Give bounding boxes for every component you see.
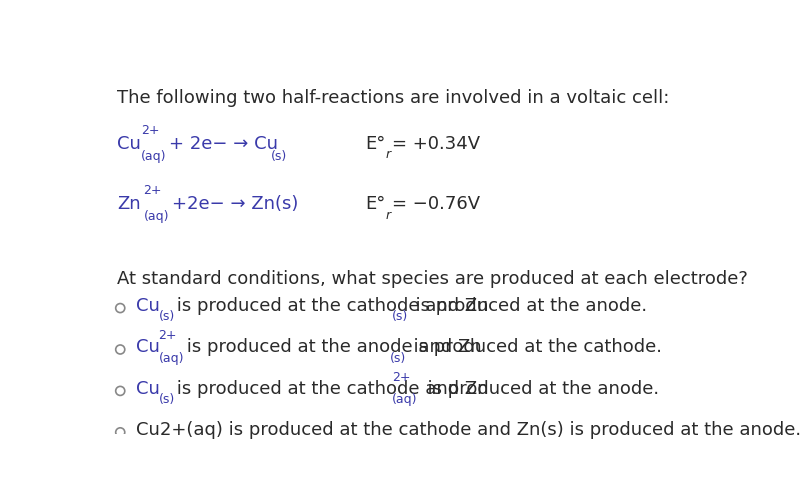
Text: 2+: 2+: [144, 184, 162, 197]
Text: (aq): (aq): [159, 351, 184, 364]
Text: +2e− → Zn(s): +2e− → Zn(s): [172, 195, 298, 213]
Text: is produced at the cathode and Zn: is produced at the cathode and Zn: [170, 296, 488, 314]
Text: is produced at the cathode.: is produced at the cathode.: [402, 338, 663, 356]
Text: Cu2+(aq) is produced at the cathode and Zn(s) is produced at the anode.: Cu2+(aq) is produced at the cathode and …: [136, 420, 801, 438]
Text: (aq): (aq): [144, 209, 169, 223]
Text: Cu: Cu: [136, 296, 160, 314]
Text: (s): (s): [390, 351, 406, 364]
Text: (aq): (aq): [392, 392, 417, 406]
Text: (s): (s): [271, 149, 287, 162]
Text: 2+: 2+: [392, 370, 410, 383]
Text: (aq): (aq): [141, 149, 166, 162]
Text: Cu: Cu: [136, 379, 160, 397]
Text: The following two half-reactions are involved in a voltaic cell:: The following two half-reactions are inv…: [117, 89, 669, 106]
Text: E°: E°: [365, 135, 386, 153]
Text: (s): (s): [159, 392, 175, 406]
Text: = −0.76V: = −0.76V: [393, 195, 480, 213]
Text: 2+: 2+: [159, 328, 177, 342]
Text: At standard conditions, what species are produced at each electrode?: At standard conditions, what species are…: [117, 269, 748, 287]
Text: + 2e− → Cu: + 2e− → Cu: [169, 135, 278, 153]
Text: is produced at the anode and Zn: is produced at the anode and Zn: [181, 338, 482, 356]
Text: is produced at the anode.: is produced at the anode.: [405, 296, 647, 314]
Text: Cu: Cu: [136, 338, 160, 356]
Text: (s): (s): [159, 310, 175, 323]
Text: Cu: Cu: [117, 135, 141, 153]
Text: r: r: [385, 208, 391, 221]
Text: is produced at the cathode and Zn: is produced at the cathode and Zn: [170, 379, 488, 397]
Text: is produced at the anode.: is produced at the anode.: [415, 379, 659, 397]
Text: E°: E°: [365, 195, 386, 213]
Text: (s): (s): [392, 310, 408, 323]
Text: r: r: [385, 148, 391, 161]
Text: = +0.34V: = +0.34V: [393, 135, 480, 153]
Text: Zn: Zn: [117, 195, 141, 213]
Text: 2+: 2+: [141, 124, 160, 137]
